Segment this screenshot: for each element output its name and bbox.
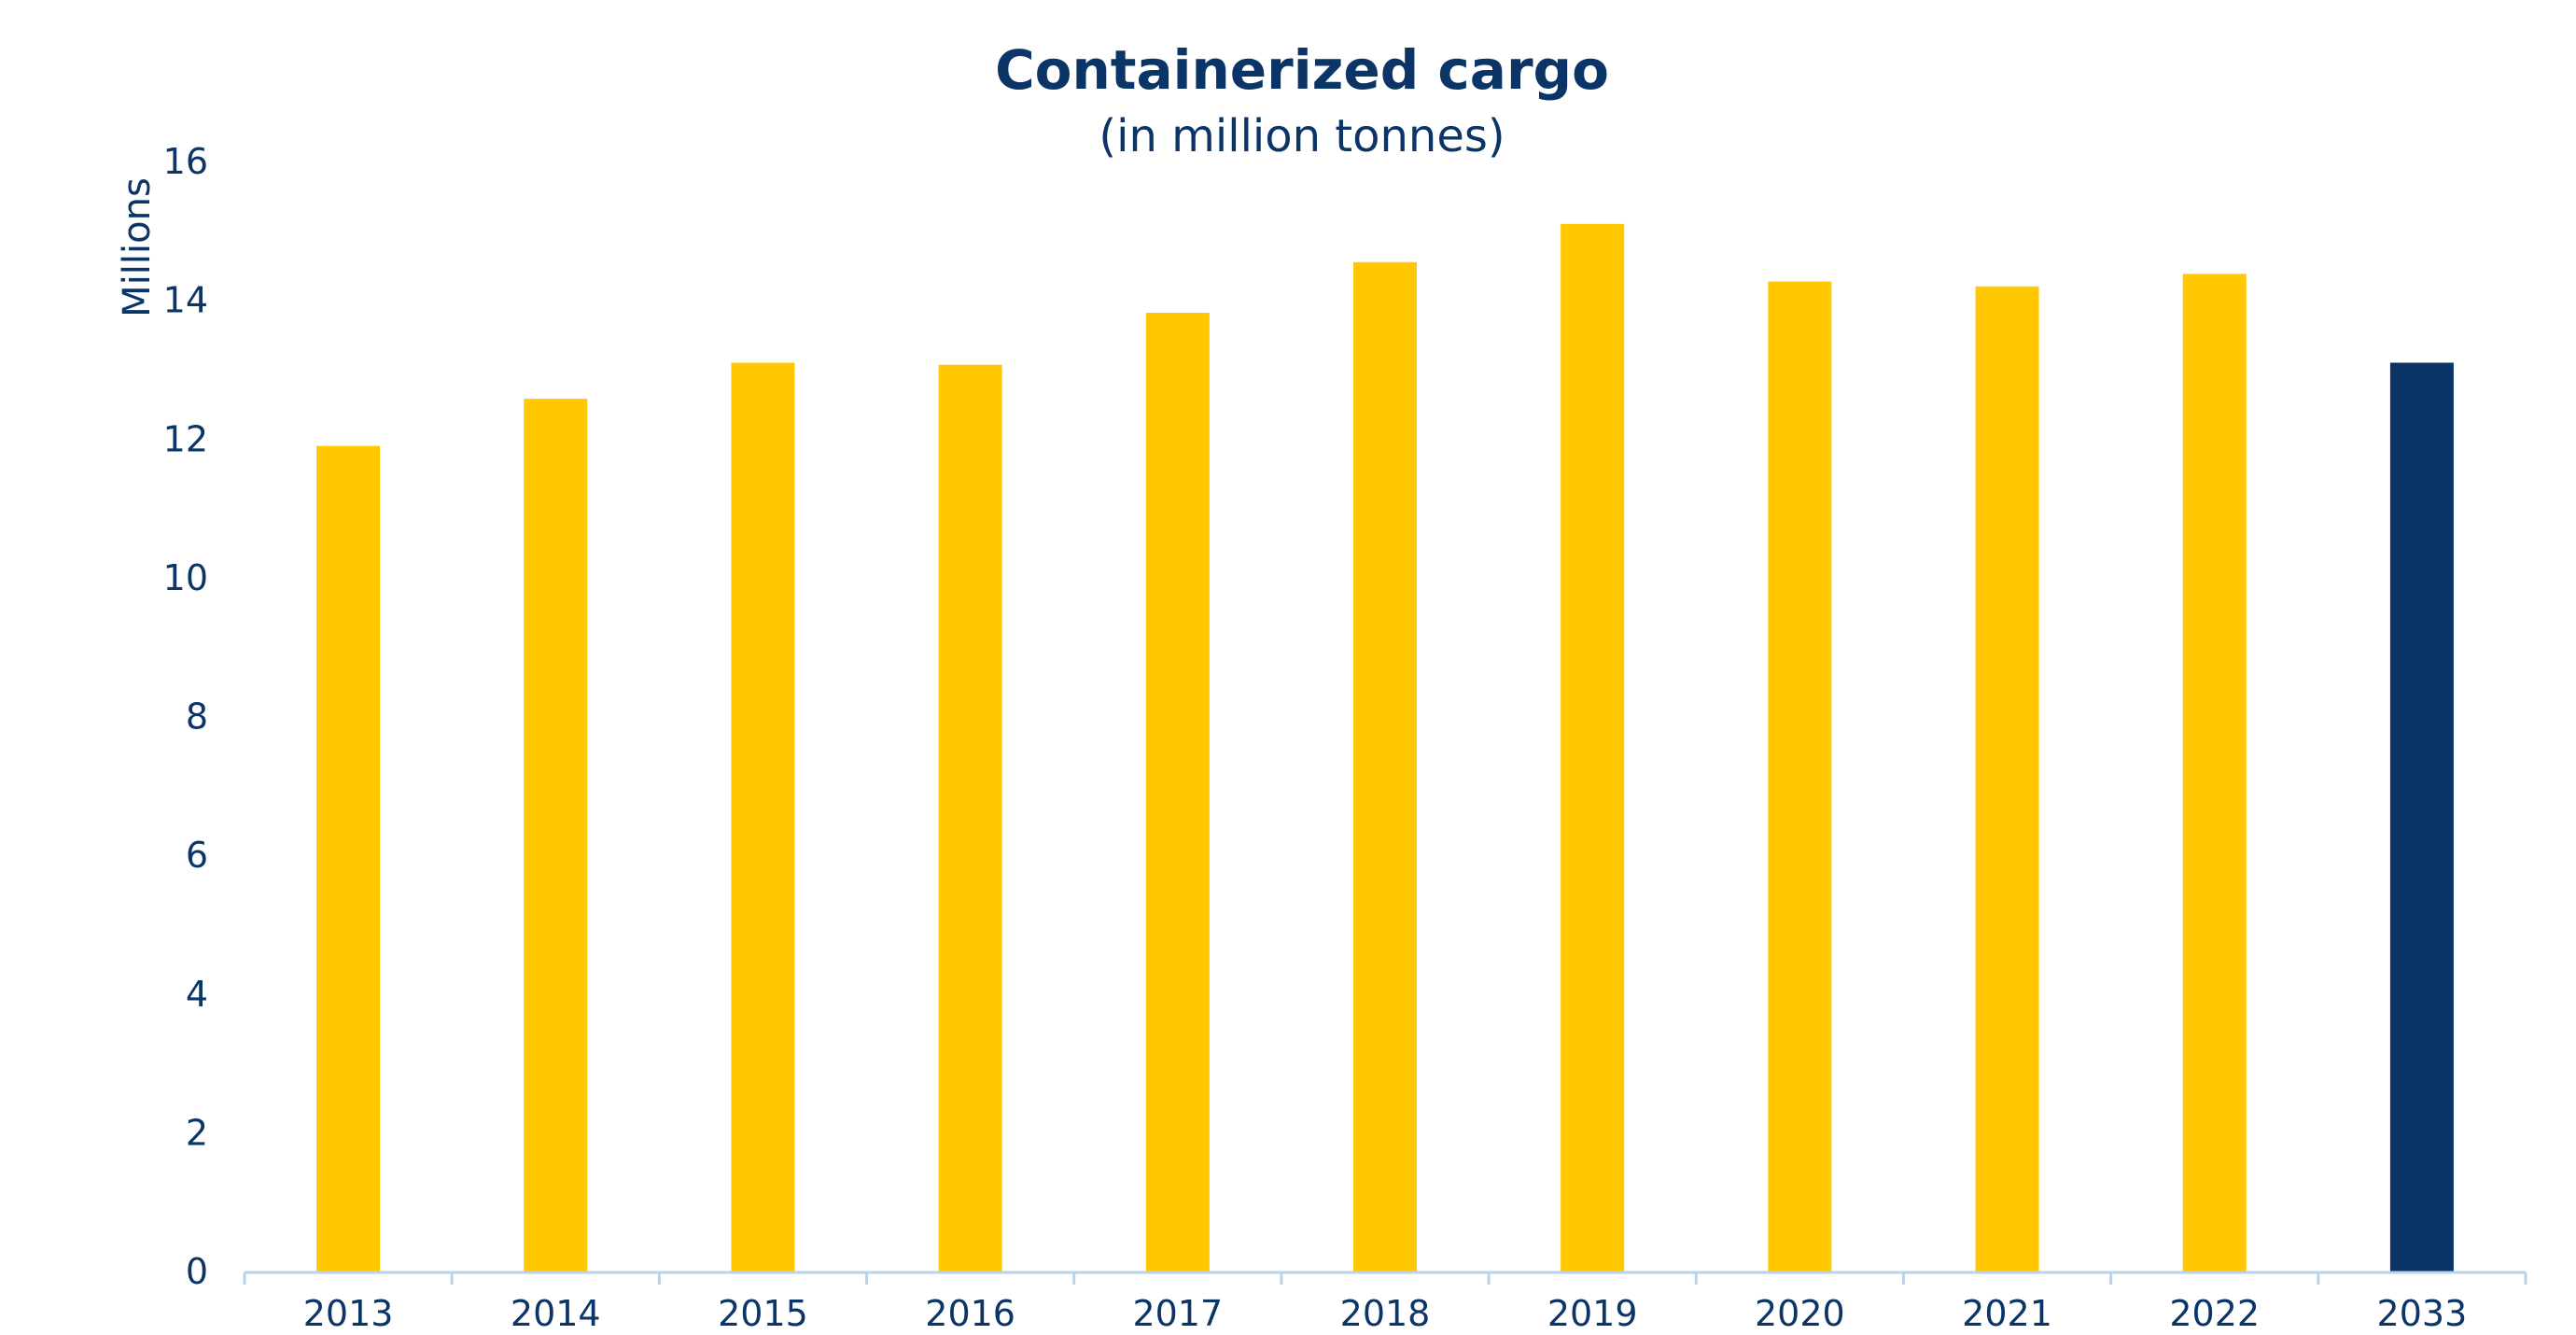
x-tick-label: 2018 — [1340, 1293, 1431, 1334]
x-tick-label: 2022 — [2169, 1293, 2260, 1334]
x-tick-label: 2021 — [1962, 1293, 2052, 1334]
chart-subtitle: (in million tonnes) — [1099, 110, 1505, 162]
y-axis-ticks: 0 2 4 6 8 10 12 14 16 — [163, 141, 208, 1292]
x-tick-label: 2016 — [925, 1293, 1015, 1334]
chart-title: Containerized cargo — [995, 38, 1609, 102]
bar-2020 — [1768, 281, 1832, 1272]
bar-2016 — [938, 364, 1002, 1272]
x-tick-label: 2014 — [511, 1293, 601, 1334]
bars — [316, 223, 2454, 1272]
bar-2021 — [1975, 286, 2039, 1272]
x-tick-label: 2017 — [1132, 1293, 1223, 1334]
x-tick-label: 2013 — [303, 1293, 394, 1334]
y-tick-label: 6 — [186, 835, 208, 876]
bar-2013 — [316, 445, 381, 1272]
x-axis — [243, 1271, 2527, 1285]
bar-2022 — [2182, 274, 2247, 1272]
y-tick-label: 14 — [163, 280, 208, 321]
y-tick-label: 4 — [186, 974, 208, 1015]
x-tick-label: 2033 — [2377, 1293, 2468, 1334]
y-tick-label: 8 — [186, 696, 208, 738]
x-axis-ticks: 2013 2014 2015 2016 2017 2018 2019 2020 2021 2022… — [303, 1293, 2468, 1334]
y-tick-label: 10 — [163, 557, 208, 598]
bar-2015 — [731, 362, 795, 1272]
x-tick-label: 2020 — [1755, 1293, 1845, 1334]
y-tick-label: 2 — [186, 1112, 208, 1153]
y-tick-label: 12 — [163, 418, 208, 459]
bar-2033 — [2389, 362, 2454, 1272]
y-tick-label: 16 — [163, 141, 208, 182]
bar-2014 — [524, 399, 588, 1272]
x-tick-label: 2019 — [1547, 1293, 1638, 1334]
y-tick-label: 0 — [186, 1251, 208, 1292]
bar-2019 — [1561, 223, 1625, 1272]
bar-2017 — [1145, 313, 1210, 1272]
x-tick-label: 2015 — [718, 1293, 808, 1334]
bar-2018 — [1353, 261, 1417, 1272]
y-axis-label: Millions — [116, 177, 159, 317]
